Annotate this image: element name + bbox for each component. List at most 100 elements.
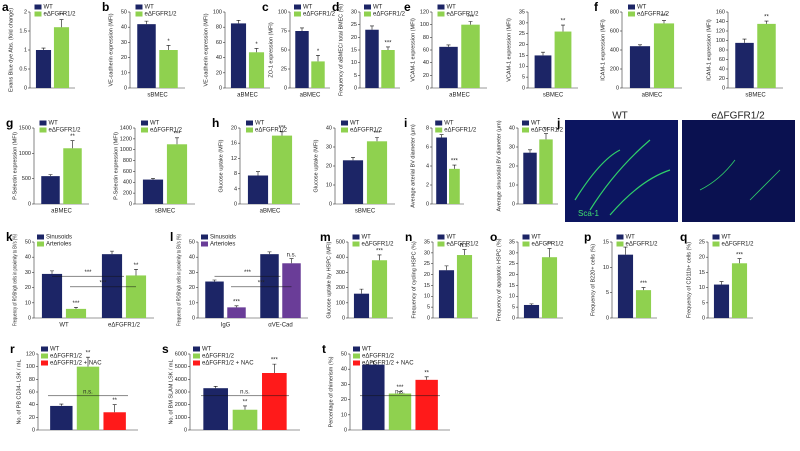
- y-tick-label: 20: [341, 397, 347, 403]
- legend-swatch: [41, 346, 48, 352]
- bar: [439, 46, 458, 88]
- y-tick-label: 0: [426, 85, 429, 91]
- error-bar: [175, 137, 179, 145]
- chart: h 0 4 8 12 16 20 Glucose uptake (MFI) aBMEC *** WT…: [212, 116, 300, 215]
- bar: [53, 27, 70, 88]
- y-tick-label: 100: [716, 38, 725, 44]
- bar: [381, 50, 395, 88]
- error-bar: [41, 47, 46, 50]
- y-tick-label: 35: [519, 9, 525, 15]
- bar: [260, 254, 279, 318]
- chart: n 0 5 10 15 20 25 30 35 Frequency of cycling HSPC…: [405, 230, 479, 321]
- legend-swatch: [522, 234, 530, 240]
- y-tick-label: 15: [351, 47, 357, 53]
- legend-label: eΔFGFR1/2: [626, 242, 659, 248]
- y-tick-label: 200: [336, 285, 345, 291]
- y-axis-label: Frequency of CD11b+ cells (%): [686, 242, 692, 318]
- significance: **: [59, 13, 64, 19]
- y-tick-label: 10: [326, 182, 332, 188]
- legend-swatch: [37, 234, 44, 240]
- legend-swatch: [193, 360, 200, 366]
- chart: i 0 2 4 6 8 Average arterial BV diameter (μm) *…: [404, 116, 477, 208]
- y-tick-label: 0: [124, 85, 127, 91]
- significance: ***: [396, 385, 404, 391]
- legend-swatch: [352, 234, 360, 240]
- legend-label: eΔFGFR1/2: [447, 242, 480, 248]
- y-tick-label: 400: [123, 180, 132, 186]
- error-bar: [737, 258, 742, 264]
- y-tick-label: 4000: [175, 377, 187, 383]
- legend-swatch: [201, 241, 208, 247]
- y-tick-label: 30: [341, 382, 347, 388]
- y-tick-label: 1000: [175, 415, 187, 421]
- y-tick-label: 0: [329, 201, 332, 207]
- legend-swatch: [141, 127, 148, 133]
- legend-swatch: [352, 241, 360, 247]
- y-tick-label: 20: [423, 73, 429, 79]
- y-tick-label: 0.5: [19, 66, 27, 72]
- significance: **: [544, 127, 549, 133]
- legend-label: WT: [362, 235, 372, 241]
- y-tick-label: 140: [716, 19, 725, 25]
- y-tick-label: 5: [606, 290, 609, 296]
- bar: [534, 55, 552, 88]
- error-bar: [59, 19, 64, 28]
- bar: [262, 373, 287, 430]
- legend-label: Arterioles: [210, 242, 235, 248]
- significance: ***: [660, 14, 668, 20]
- significance: *: [255, 42, 258, 48]
- y-tick-label: 30: [351, 9, 357, 15]
- y-tick-label: 0: [344, 427, 347, 433]
- y-tick-label: 20: [121, 55, 127, 61]
- legend-swatch: [364, 4, 371, 10]
- legend-swatch: [294, 11, 301, 17]
- y-tick-label: 15: [603, 239, 609, 245]
- y-axis-label: Frequency of ROShigh cells in proximity …: [12, 234, 18, 326]
- y-tick-label: 10: [25, 300, 31, 306]
- legend-swatch: [41, 360, 48, 366]
- y-tick-label: 20: [519, 42, 525, 48]
- error-bar: [254, 48, 259, 53]
- y-tick-label: 0: [219, 85, 222, 91]
- y-tick-label: 100: [336, 300, 345, 306]
- y-tick-label: 1: [24, 47, 27, 53]
- error-bar: [398, 390, 402, 394]
- panel-letter: t: [322, 342, 326, 356]
- y-tick-label: 30: [326, 144, 332, 150]
- error-bar: [468, 21, 473, 25]
- y-tick-label: 75: [281, 28, 287, 34]
- significance: **: [547, 242, 552, 248]
- y-axis-label: P-Selectin expression (MFI): [113, 132, 119, 200]
- image-label: eΔFGFR1/2: [711, 111, 765, 122]
- error-bar: [112, 404, 117, 413]
- legend-label: WT: [447, 5, 457, 11]
- bar: [311, 61, 325, 88]
- y-tick-label: 0: [32, 427, 35, 433]
- y-tick-label: 12: [231, 156, 237, 162]
- legend-swatch: [437, 4, 445, 10]
- y-axis-label: ICAM-1 expression (MFI): [600, 19, 606, 81]
- bar: [103, 412, 126, 430]
- error-bar: [213, 386, 218, 389]
- y-tick-label: 8: [426, 125, 429, 131]
- y-tick-label: 15: [509, 283, 515, 289]
- bar: [50, 405, 73, 430]
- chart: p 0 5 10 15 Frequency of B220+ cells (%) *** WT…: [584, 230, 658, 321]
- error-bar: [256, 171, 260, 176]
- y-tick-label: 0: [129, 201, 132, 207]
- y-tick-label: 25: [281, 66, 287, 72]
- y-axis-label: VCAM-1 expression (MFI): [506, 18, 512, 82]
- significance: ***: [384, 41, 392, 47]
- annotation: ***: [99, 280, 107, 286]
- y-tick-label: 5: [354, 73, 357, 79]
- y-tick-label: 0: [28, 315, 31, 321]
- bar: [653, 23, 675, 88]
- error-bar: [446, 44, 451, 47]
- panel-letter: m: [320, 230, 331, 244]
- bar: [41, 273, 63, 318]
- significance: n.s.: [287, 252, 297, 258]
- legend-swatch: [522, 127, 529, 133]
- y-tick-label: 10: [603, 265, 609, 271]
- y-tick-label: 10: [424, 294, 430, 300]
- y-axis-label: VCAM-1 expression (MFI): [410, 18, 416, 82]
